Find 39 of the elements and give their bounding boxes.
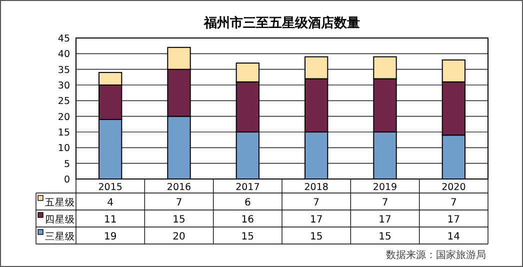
chart-title: 福州市三至五星级酒店数量 — [203, 15, 360, 31]
legend-label: 四星级 — [45, 214, 75, 226]
data-label: 15 — [172, 214, 186, 226]
data-label: 16 — [241, 214, 254, 226]
y-tick-label: 20 — [58, 112, 70, 123]
legend-label: 三星级 — [45, 230, 75, 242]
x-tick-label: 2019 — [372, 182, 398, 193]
x-tick-label: 2018 — [304, 182, 328, 193]
y-tick-label: 35 — [58, 64, 70, 76]
data-label: 20 — [172, 232, 186, 242]
x-tick-label: 2020 — [442, 182, 466, 193]
y-tick-label: 15 — [58, 128, 70, 138]
x-tick-label: 2017 — [236, 182, 260, 193]
x-tick-label: 2015 — [98, 182, 122, 193]
data-label: 19 — [104, 232, 117, 242]
x-tick-label: 2016 — [166, 182, 192, 193]
y-tick-label: 0 — [64, 174, 70, 186]
y-tick-label: 30 — [58, 80, 70, 92]
data-label: 15 — [241, 232, 254, 242]
data-label: 17 — [378, 214, 392, 226]
data-label: 4 — [107, 198, 114, 208]
y-tick-label: 40 — [58, 49, 70, 60]
data-label: 17 — [310, 214, 323, 226]
data-label: 15 — [378, 232, 392, 242]
data-label: 7 — [382, 198, 388, 208]
data-label: 14 — [447, 232, 460, 242]
data-label: 7 — [450, 198, 457, 208]
y-tick-label: 45 — [58, 34, 70, 44]
data-label: 7 — [176, 198, 182, 208]
legend-label: 五星级 — [45, 196, 75, 208]
data-label: 6 — [244, 198, 251, 208]
data-label: 17 — [447, 214, 460, 226]
y-tick-label: 10 — [58, 143, 70, 154]
data-label: 11 — [104, 214, 117, 226]
y-tick-label: 5 — [64, 158, 70, 170]
data-label: 7 — [313, 198, 320, 208]
data-label: 15 — [310, 232, 323, 242]
source-note: 数据来源：国家旅游局 — [386, 249, 486, 261]
y-tick-label: 25 — [58, 96, 70, 108]
